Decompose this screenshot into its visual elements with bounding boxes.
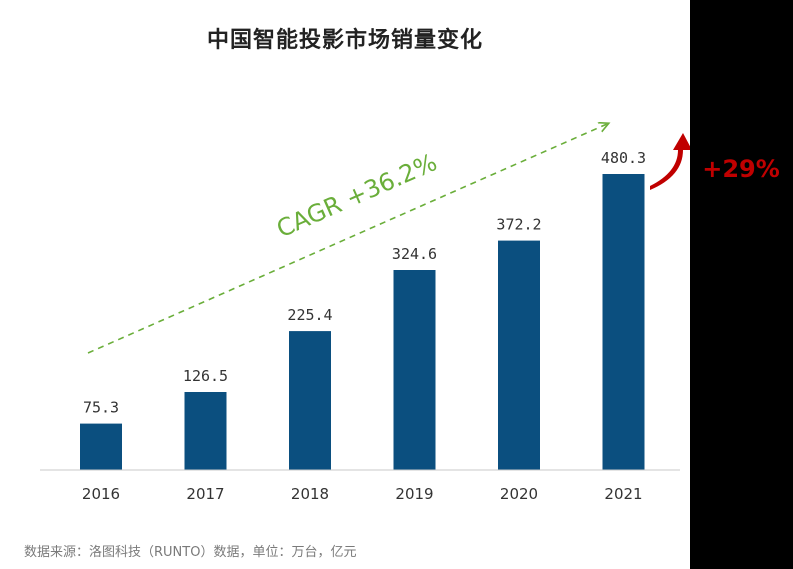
value-label-2017: 126.5	[183, 367, 228, 385]
bar-2021	[602, 174, 645, 470]
bar-2019	[393, 270, 436, 470]
x-tick-2020: 2020	[500, 485, 538, 503]
x-tick-2018: 2018	[291, 485, 329, 503]
x-tick-2016: 2016	[82, 485, 120, 503]
value-label-2020: 372.2	[496, 216, 541, 234]
bar-2018	[289, 331, 331, 470]
value-label-2021: 480.3	[601, 149, 646, 167]
right-black-panel	[690, 0, 793, 569]
bar-2017	[184, 392, 227, 470]
bar-2020	[498, 240, 540, 470]
x-tick-2019: 2019	[395, 485, 433, 503]
bar-chart: 75.3 2016 126.5 2017 225.4 2018 324.6 2019 372.2…	[40, 0, 690, 503]
source-note: 数据来源：洛图科技（RUNTO）数据，单位：万台，亿元	[24, 545, 357, 560]
x-tick-2021: 2021	[604, 485, 642, 503]
value-label-2018: 225.4	[287, 306, 332, 324]
chart-title: 中国智能投影市场销量变化	[206, 28, 483, 53]
bar-2016	[80, 423, 122, 470]
cagr-annotation: CAGR +36.2%	[272, 148, 441, 243]
value-label-2019: 324.6	[392, 245, 437, 263]
value-label-2016: 75.3	[83, 399, 119, 417]
x-tick-2017: 2017	[186, 485, 224, 503]
growth-arrow	[650, 133, 690, 190]
